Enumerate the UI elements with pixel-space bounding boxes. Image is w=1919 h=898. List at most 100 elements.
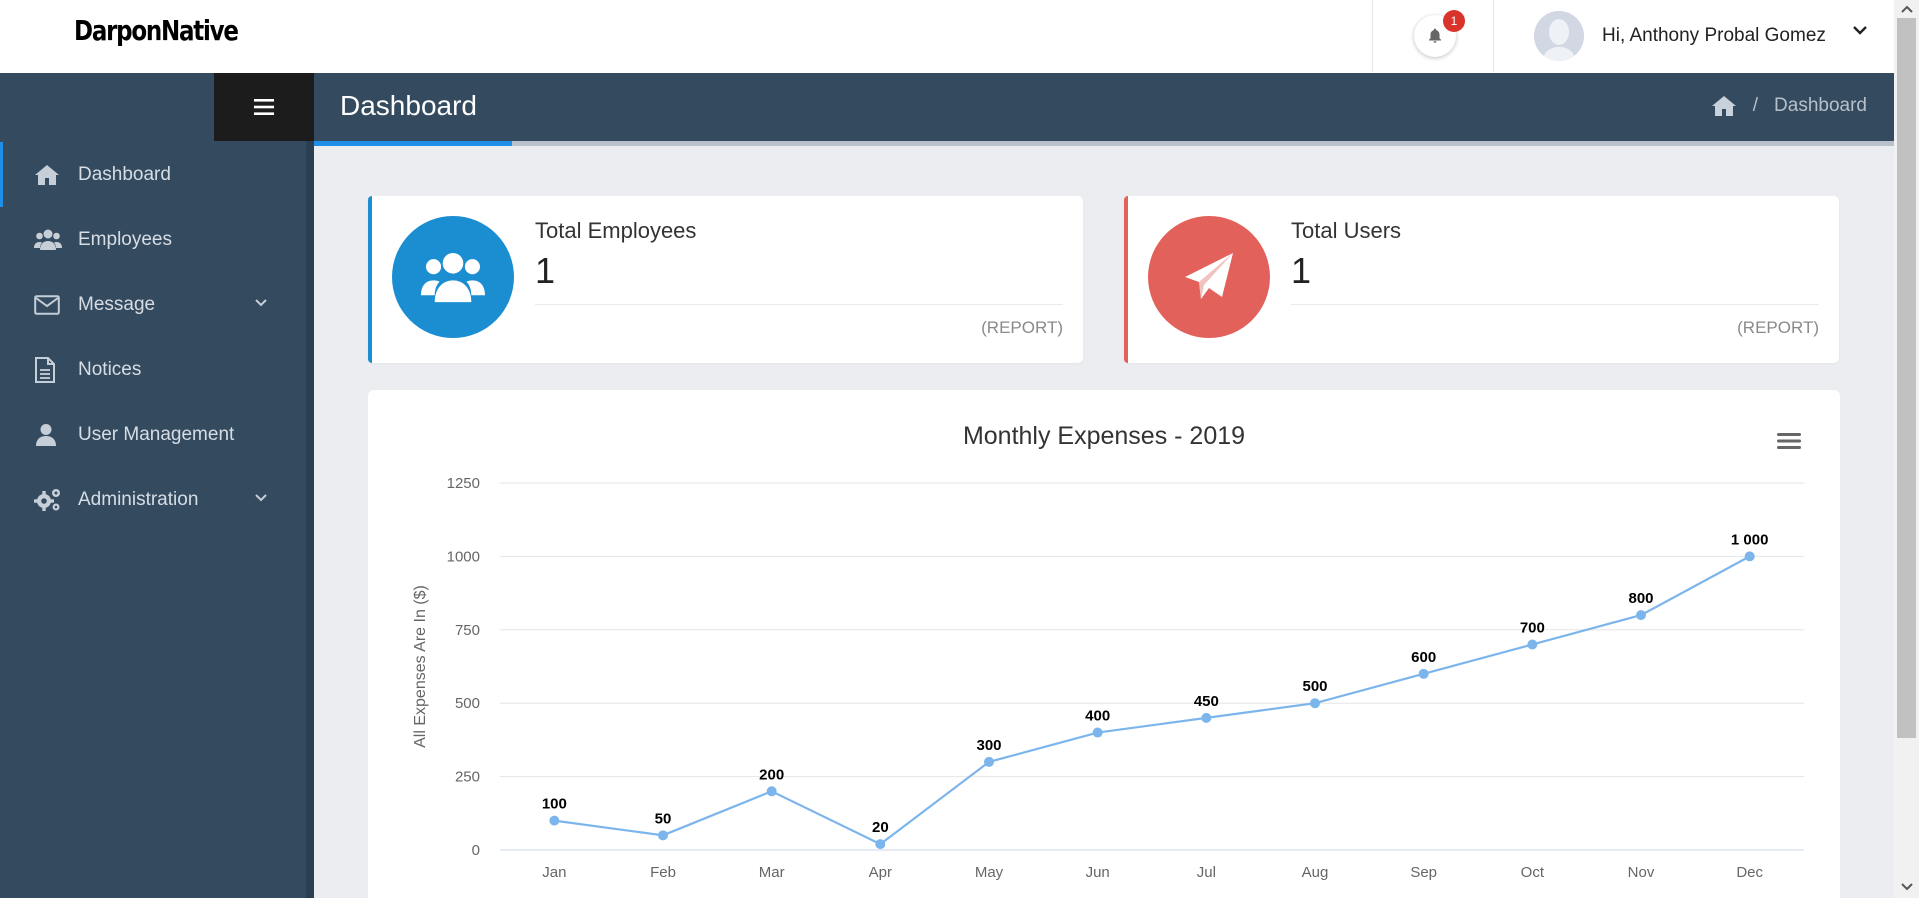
chart-x-tick-label: Aug	[1302, 864, 1329, 881]
sidebar-item-administration[interactable]: Administration	[0, 467, 306, 532]
sidebar-nav: Dashboard Employees Message Notices User…	[0, 142, 306, 532]
sidebar-item-label: Administration	[78, 488, 199, 510]
card-value: 1	[1291, 250, 1312, 291]
chart-series-line	[554, 555, 1751, 846]
card-icon-circle	[1148, 216, 1270, 338]
chart-x-tick-label: Apr	[869, 864, 892, 881]
home-icon[interactable]	[1711, 95, 1737, 117]
chart-data-point	[875, 839, 886, 850]
user-greeting: Hi, Anthony Probal Gomez	[1602, 25, 1826, 46]
chart-data-point	[1636, 610, 1646, 621]
sidebar-toggle-button[interactable]	[214, 73, 314, 141]
scrollbar-thumb[interactable]	[1897, 18, 1916, 738]
sidebar-item-dashboard[interactable]: Dashboard	[0, 142, 306, 207]
chart-x-tick-label: Oct	[1521, 864, 1545, 881]
chart-x-tick-label: Jul	[1197, 864, 1216, 881]
sidebar-item-label: Notices	[78, 358, 142, 380]
chevron-down-icon[interactable]	[254, 493, 268, 503]
chart-x-tick-label: Feb	[650, 864, 676, 881]
chart-data-label: 50	[655, 810, 672, 827]
scroll-down-arrow-icon[interactable]	[1900, 881, 1914, 893]
chart-data-label: 500	[1302, 678, 1327, 695]
user-menu[interactable]: Hi, Anthony Probal Gomez	[1534, 10, 1826, 62]
chevron-down-icon[interactable]	[254, 298, 268, 308]
sidebar-item-label: User Management	[78, 423, 235, 445]
chart-data-point	[766, 786, 777, 797]
chart-y-tick-label: 250	[455, 769, 480, 786]
chart-data-label: 800	[1628, 590, 1653, 607]
card-divider	[1291, 304, 1819, 305]
chart-data-point	[1744, 551, 1755, 562]
sidebar-item-user-management[interactable]: User Management	[0, 402, 306, 467]
card-accent-border	[1124, 196, 1128, 363]
breadcrumb-separator: /	[1752, 95, 1759, 116]
chart-y-tick-label: 1000	[447, 548, 480, 565]
sidebar-item-message[interactable]: Message	[0, 272, 306, 337]
page-header	[314, 73, 1894, 143]
card-report-link[interactable]: (REPORT)	[981, 318, 1063, 337]
card-title: Total Employees	[535, 218, 697, 243]
chart-data-label: 1 000	[1731, 531, 1769, 548]
gears-icon	[34, 486, 62, 514]
chart-x-tick-label: May	[975, 864, 1004, 881]
card-report-link[interactable]: (REPORT)	[1737, 318, 1819, 337]
envelope-icon	[34, 291, 62, 319]
scroll-up-arrow-icon[interactable]	[1900, 3, 1914, 15]
chart-menu-button[interactable]	[1776, 431, 1802, 456]
sidebar-item-employees[interactable]: Employees	[0, 207, 306, 272]
stat-card-total-users: Total Users 1 (REPORT)	[1124, 196, 1839, 363]
users-icon	[421, 253, 485, 303]
chart-data-point	[1310, 698, 1320, 709]
sidebar-item-label: Message	[78, 293, 156, 315]
chart-data-point	[549, 815, 560, 826]
chart-data-point	[984, 756, 994, 767]
chart-x-tick-label: Dec	[1736, 864, 1763, 881]
chart-data-label: 400	[1085, 708, 1110, 725]
chart-data-label: 700	[1520, 619, 1545, 636]
header-underline	[314, 141, 1894, 146]
chart-x-tick-label: Sep	[1410, 864, 1437, 881]
chart-data-label: 20	[872, 819, 889, 836]
sidebar-edge	[306, 73, 314, 898]
chart-y-tick-label: 750	[455, 622, 480, 639]
chart-y-tick-label: 1250	[447, 475, 480, 492]
sidebar-item-notices[interactable]: Notices	[0, 337, 306, 402]
chart-x-tick-label: Jun	[1086, 864, 1110, 881]
header-underline-active	[314, 141, 512, 146]
page-title: Dashboard	[340, 90, 477, 121]
bell-icon	[1429, 28, 1441, 43]
chart-data-point	[1418, 668, 1429, 679]
chart-data-label: 100	[542, 796, 567, 813]
breadcrumb-current: Dashboard	[1774, 95, 1867, 116]
chevron-down-icon[interactable]	[1852, 24, 1868, 36]
chart-data-label: 600	[1411, 649, 1436, 666]
chart-y-axis-label: All Expenses Are In ($)	[412, 585, 429, 748]
card-divider	[535, 304, 1063, 305]
app-logo[interactable]: DarponNative	[74, 14, 239, 47]
chart-panel	[368, 390, 1840, 898]
sidebar-item-label: Employees	[78, 228, 172, 250]
card-icon-circle	[392, 216, 514, 338]
chart-data-label: 200	[759, 766, 784, 783]
chart-title: Monthly Expenses - 2019	[963, 422, 1245, 450]
user-icon	[34, 421, 62, 449]
chart-data-label: 450	[1194, 693, 1219, 710]
stat-card-total-employees: Total Employees 1 (REPORT)	[368, 196, 1083, 363]
card-accent-border	[368, 196, 372, 363]
chart-data-label: 300	[976, 737, 1001, 754]
breadcrumb: / Dashboard	[1711, 95, 1867, 117]
document-icon	[34, 356, 62, 384]
card-title: Total Users	[1291, 218, 1402, 243]
top-bar: DarponNative 1 Hi, Anthony Probal Gomez	[0, 0, 1894, 73]
sidebar	[0, 73, 314, 898]
chart-data-point	[1201, 712, 1212, 723]
paper-plane-icon	[1185, 253, 1233, 299]
chart-x-tick-label: Jan	[542, 864, 566, 881]
chart-y-tick-label: 500	[455, 695, 480, 712]
chart-x-tick-label: Nov	[1628, 864, 1655, 881]
sidebar-item-label: Dashboard	[78, 163, 171, 185]
notification-area: 1	[1372, 0, 1494, 72]
chart-x-tick-label: Mar	[759, 864, 785, 881]
users-icon	[34, 226, 62, 254]
